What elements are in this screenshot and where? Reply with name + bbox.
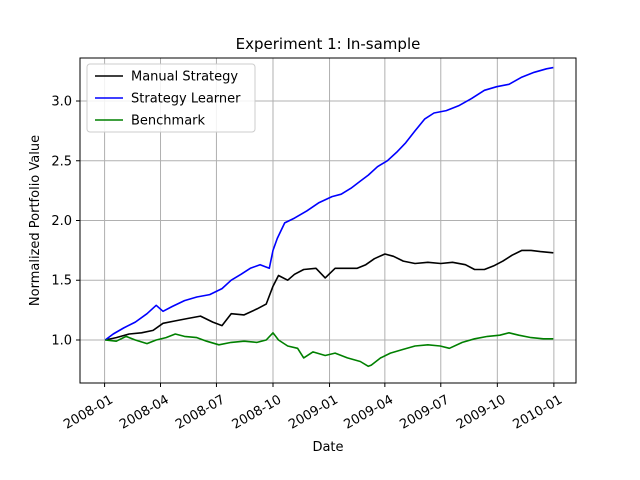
y-tick-label: 1.5 xyxy=(51,274,72,289)
ticks: 2008-01 2008-04 2008-07 2008-10 2009-01 2009-… xyxy=(51,95,565,433)
x-tick-label: 2008-04 xyxy=(117,392,172,432)
x-tick-label: 2008-10 xyxy=(230,392,285,432)
y-tick-label: 3.0 xyxy=(51,95,72,110)
legend-label: Strategy Learner xyxy=(131,92,241,107)
x-tick-label: 2009-07 xyxy=(397,392,452,432)
y-axis-label: Normalized Portfolio Value xyxy=(28,135,43,306)
legend-label: Benchmark xyxy=(131,114,206,129)
x-tick-label: 2009-04 xyxy=(342,392,397,432)
y-tick-label: 2.5 xyxy=(51,154,72,169)
x-tick-label: 2008-01 xyxy=(61,392,116,432)
y-tick-label: 2.0 xyxy=(51,214,72,229)
series-line-manual-strategy xyxy=(105,249,554,341)
legend-label: Manual Strategy xyxy=(131,70,238,85)
series-line-benchmark xyxy=(105,332,554,368)
legend: Manual Strategy Strategy Learner Benchmark xyxy=(86,63,256,133)
y-tick-label: 1.0 xyxy=(51,333,72,348)
x-tick-label: 2010-01 xyxy=(511,392,566,432)
legend-box xyxy=(86,63,256,133)
grid xyxy=(80,58,576,383)
x-tick-label: 2008-07 xyxy=(173,392,228,432)
chart-title: Experiment 1: In-sample xyxy=(236,35,421,53)
series-line-strategy-learner xyxy=(104,66,554,341)
x-tick-label: 2009-10 xyxy=(454,392,509,432)
x-tick-label: 2009-01 xyxy=(286,392,341,432)
series-layer xyxy=(104,66,554,368)
x-axis-label: Date xyxy=(312,440,343,455)
